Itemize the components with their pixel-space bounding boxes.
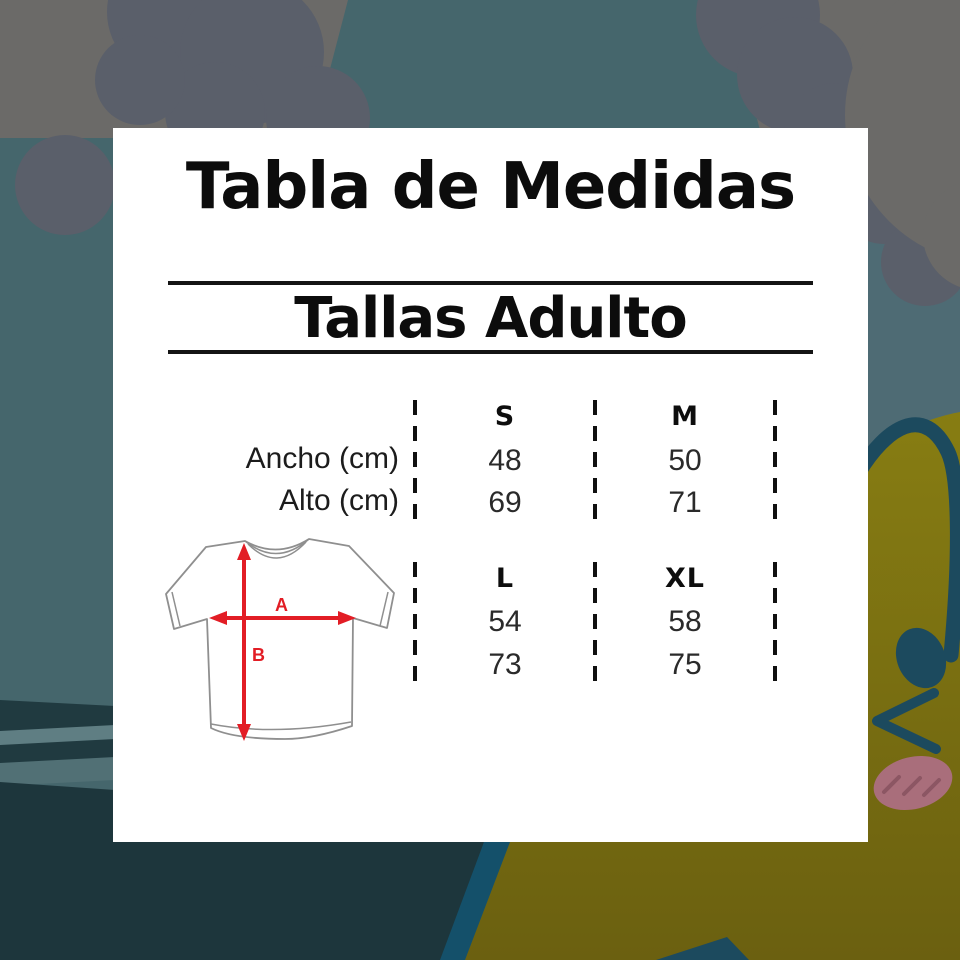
collar-rib [244,538,310,555]
column-header-l: L [495,563,515,594]
table-cell-alto-l: 73 [488,648,522,681]
width-arrow [209,611,356,625]
height-arrow [237,543,251,741]
table-dashed-separator [593,400,597,520]
column-header-m: M [671,401,699,432]
tshirt-diagram: A B [165,538,395,741]
gray-corner-shapes [845,0,960,287]
teal-dome [312,0,762,138]
table-cell-ancho-s: 48 [488,444,522,477]
divider-line-bottom [168,350,813,354]
character-eye [895,627,947,689]
character-wink-eye [872,688,941,754]
table-cell-ancho-m: 50 [668,444,702,477]
sleeve-cuff [171,591,181,627]
background-dark-corner [0,782,484,960]
table-dashed-separator [593,562,597,686]
divider-line-top [168,281,813,285]
column-header-s: S [494,401,516,432]
table-cell-ancho-xl: 58 [668,605,702,638]
row-label-ancho: Ancho (cm) [245,442,399,475]
column-header-xl: XL [664,563,706,594]
table-cell-ancho-l: 54 [488,605,522,638]
height-arrow-label: B [252,645,265,665]
width-arrow-label: A [275,595,288,615]
bottom-triangle [656,937,749,960]
character-blush [873,755,953,811]
sleeve-cuff [379,591,389,627]
table-dashed-separator [413,400,417,520]
collar-rib [247,541,307,559]
row-label-alto: Alto (cm) [279,484,399,517]
stripe-decoration [0,700,115,786]
cartoon-character-body [465,412,960,960]
character-hair-curve [851,417,960,663]
table-dashed-separator [773,400,777,520]
hem-line [210,721,352,731]
page-title: Tabla de Medidas [185,150,796,224]
table-cell-alto-xl: 75 [668,648,702,681]
table-cell-alto-s: 69 [488,486,522,519]
table-cell-alto-m: 71 [668,486,702,519]
page-subtitle: Tallas Adulto [294,286,688,351]
size-chart-card: Tabla de Medidas Tallas Adulto S M Ancho… [113,128,868,842]
table-dashed-separator [773,562,777,686]
table-dashed-separator [413,562,417,686]
